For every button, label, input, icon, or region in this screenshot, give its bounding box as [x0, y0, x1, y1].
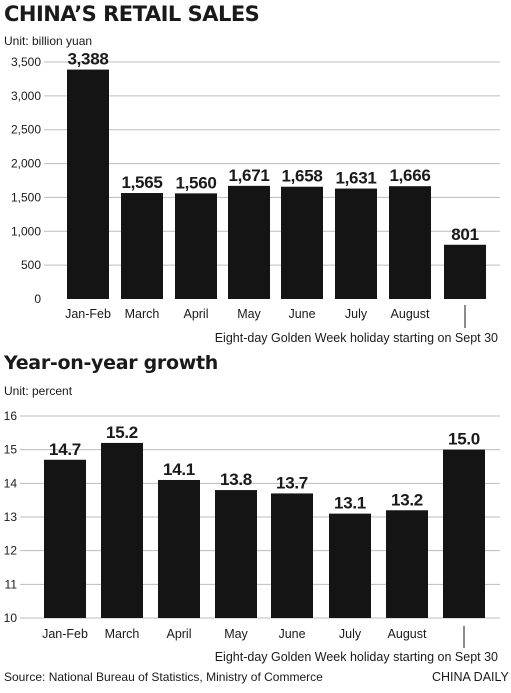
y-tick-label: 0	[34, 292, 41, 306]
value-label: 1,631	[335, 169, 376, 188]
bar	[101, 442, 143, 618]
y-tick-label: 14	[4, 476, 18, 490]
y-tick-label: 11	[5, 577, 18, 591]
bar	[389, 186, 431, 299]
y-tick-label: 2,000	[11, 157, 41, 171]
bar	[281, 186, 323, 299]
x-tick-label: April	[166, 627, 191, 641]
bar	[121, 193, 163, 299]
source-note: Source: National Bureau of Statistics, M…	[4, 670, 323, 684]
bar	[444, 244, 486, 299]
growth-chart: 10 11 12 13 14 15 16 14.7 Jan-Feb 15.2 March 14.1 Ap…	[4, 409, 500, 664]
x-tick-label: Jan-Feb	[42, 627, 88, 641]
value-label: 3,388	[67, 52, 108, 69]
credit-label: CHINA DAILY	[432, 670, 509, 684]
value-label: 1,666	[389, 166, 430, 185]
y-tick-label: 16	[4, 409, 18, 423]
x-tick-label: Jan-Feb	[65, 307, 111, 321]
annotation-text: Eight-day Golden Week holiday starting o…	[215, 650, 498, 664]
value-label: 1,658	[281, 167, 322, 186]
value-label: 15.2	[106, 423, 138, 442]
y-tick-label: 500	[21, 258, 41, 272]
value-label: 1,560	[175, 173, 216, 192]
y-tick-label: 1,000	[11, 224, 41, 238]
x-tick-label: July	[339, 627, 362, 641]
y-tick-label: 10	[4, 611, 18, 625]
value-label: 14.1	[163, 460, 195, 479]
y-tick-label: 3,500	[11, 55, 41, 69]
x-tick-label: March	[125, 307, 160, 321]
bar	[443, 449, 485, 618]
y-tick-label: 2,500	[11, 123, 41, 137]
bar	[271, 493, 313, 618]
value-label: 14.7	[49, 440, 81, 459]
y-tick-label: 13	[4, 510, 18, 524]
y-tick-label: 3,000	[11, 89, 41, 103]
x-tick-label: June	[278, 627, 305, 641]
annotation-text: Eight-day Golden Week holiday starting o…	[215, 331, 498, 345]
bar	[175, 193, 217, 299]
value-label: 13.8	[220, 470, 252, 489]
value-label: 15.0	[448, 430, 480, 449]
y-tick-label: 12	[4, 544, 18, 558]
bar	[215, 490, 257, 618]
x-tick-label: April	[183, 307, 208, 321]
value-label: 801	[451, 225, 478, 244]
value-label: 1,671	[228, 166, 269, 185]
bar	[335, 188, 377, 299]
chart-1-title: CHINA’S RETAIL SALES	[4, 2, 260, 26]
retail-sales-chart: 0 500 1,000 1,500 2,000 2,500 3,000 3,500 3,388 J…	[11, 52, 500, 345]
x-tick-label: August	[391, 307, 430, 321]
y-tick-label: 1,500	[11, 190, 41, 204]
value-label: 13.7	[276, 473, 308, 492]
chart-2-unit-label: Unit: percent	[4, 384, 73, 398]
x-tick-label: March	[105, 627, 140, 641]
value-label: 1,565	[121, 173, 162, 192]
bar	[228, 185, 270, 299]
x-tick-label: May	[237, 307, 261, 321]
value-label: 13.1	[334, 494, 366, 513]
bar	[158, 479, 200, 618]
x-tick-label: June	[288, 307, 315, 321]
bar	[386, 510, 428, 618]
chart-1-unit-label: Unit: billion yuan	[4, 34, 93, 48]
value-label: 13.2	[391, 490, 423, 509]
x-tick-label: May	[224, 627, 248, 641]
bar	[44, 459, 86, 618]
y-tick-label: 15	[4, 443, 18, 457]
bar	[329, 513, 371, 618]
x-tick-label: August	[388, 627, 427, 641]
bar	[67, 69, 109, 299]
chart-2-title: Year-on-year growth	[4, 352, 219, 374]
x-tick-label: July	[345, 307, 368, 321]
